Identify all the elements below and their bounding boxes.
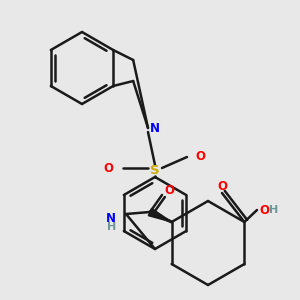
Polygon shape: [148, 208, 172, 222]
Text: O: O: [217, 179, 227, 193]
Text: O: O: [103, 161, 113, 175]
Text: O: O: [195, 151, 205, 164]
Text: O: O: [259, 203, 269, 217]
Text: H: H: [107, 222, 116, 232]
Text: S: S: [150, 164, 160, 176]
Text: N: N: [150, 122, 160, 136]
Text: O: O: [164, 184, 174, 196]
Text: H: H: [269, 205, 278, 215]
Text: N: N: [106, 212, 116, 226]
